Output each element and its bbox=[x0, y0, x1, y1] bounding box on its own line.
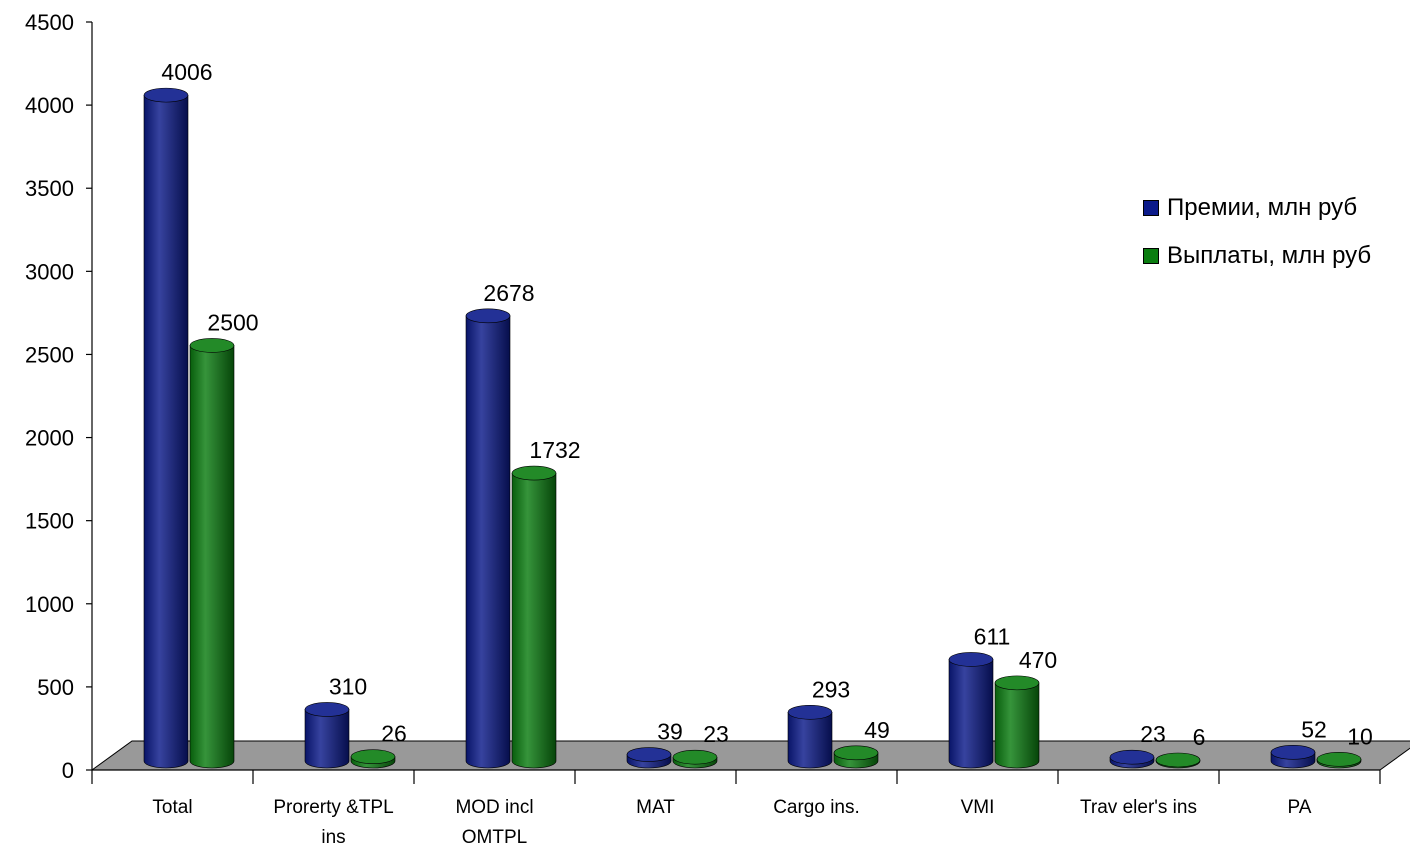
data-label: 293 bbox=[812, 676, 850, 702]
y-tick-label: 1500 bbox=[25, 509, 74, 534]
bar-premiums-top bbox=[787, 704, 833, 720]
data-label: 2678 bbox=[483, 280, 534, 306]
bar-premiums-top bbox=[1270, 745, 1316, 760]
bar-premiums-top bbox=[626, 747, 672, 762]
legend-item-payouts: Выплаты, млн руб bbox=[1143, 242, 1372, 269]
legend-label-payouts: Выплаты, млн руб bbox=[1167, 242, 1372, 269]
bar-payouts-top bbox=[189, 338, 235, 353]
legend-swatch-payouts bbox=[1143, 248, 1159, 264]
data-label: 39 bbox=[657, 719, 683, 745]
bar-payouts-top bbox=[994, 675, 1040, 691]
data-label: 6 bbox=[1193, 724, 1206, 750]
y-tick-label: 4000 bbox=[25, 93, 74, 118]
bar-payouts-top bbox=[511, 465, 557, 481]
bar-payouts-top bbox=[1316, 752, 1362, 767]
chart-floor bbox=[90, 740, 1410, 771]
category-label: MAT bbox=[636, 797, 675, 818]
data-label: 26 bbox=[381, 721, 407, 747]
bar-premiums-top bbox=[465, 308, 511, 324]
y-tick-label: 3000 bbox=[25, 259, 74, 284]
y-tick-label: 2500 bbox=[25, 342, 74, 367]
y-tick-label: 4500 bbox=[25, 10, 74, 35]
bar-premiums-top bbox=[304, 702, 350, 717]
data-label: 10 bbox=[1347, 723, 1373, 749]
y-tick-label: 2000 bbox=[25, 426, 74, 451]
bar-premiums bbox=[304, 709, 350, 769]
category-label: Cargo ins. bbox=[773, 797, 860, 818]
data-label: 52 bbox=[1301, 716, 1327, 742]
bar-premiums-top bbox=[1109, 749, 1155, 765]
bar-payouts bbox=[994, 682, 1040, 769]
category-label: MOD incl OMTPL bbox=[455, 797, 533, 848]
legend-item-premiums: Премии, млн руб bbox=[1143, 194, 1371, 221]
legend-swatch-premiums bbox=[1143, 200, 1159, 216]
data-label: 23 bbox=[703, 721, 729, 747]
category-label: PA bbox=[1288, 797, 1312, 818]
bar-premiums bbox=[465, 315, 511, 769]
data-label: 611 bbox=[974, 623, 1011, 649]
bar-premiums bbox=[787, 711, 833, 769]
bar-premiums bbox=[948, 659, 994, 769]
bar-payouts bbox=[189, 345, 235, 769]
bar-premiums-top bbox=[948, 652, 994, 667]
category-label: Trav eler's ins bbox=[1080, 797, 1197, 818]
data-label: 1732 bbox=[529, 437, 580, 463]
data-label: 310 bbox=[329, 673, 367, 699]
category-label: Prorerty &TPL ins bbox=[273, 797, 393, 848]
bar-premiums-top bbox=[143, 87, 189, 103]
data-label: 2500 bbox=[207, 309, 258, 335]
category-label: Total bbox=[152, 797, 192, 818]
bar-payouts-top bbox=[833, 745, 879, 761]
y-tick-label: 500 bbox=[37, 675, 74, 700]
bar-premiums bbox=[143, 94, 189, 769]
y-tick-label: 0 bbox=[62, 758, 74, 783]
data-label: 470 bbox=[1019, 647, 1057, 673]
category-label: VMI bbox=[961, 797, 995, 818]
bar-payouts-top bbox=[672, 749, 718, 765]
data-label: 49 bbox=[864, 717, 890, 743]
legend: Премии, млн руб Выплаты, млн руб bbox=[1143, 194, 1372, 292]
bar-payouts-top bbox=[350, 749, 396, 764]
y-tick-label: 1000 bbox=[25, 592, 74, 617]
legend-label-premiums: Премии, млн руб bbox=[1167, 194, 1358, 221]
y-tick-label: 3500 bbox=[25, 176, 74, 201]
bar-payouts-top bbox=[1155, 752, 1201, 768]
data-label: 4006 bbox=[161, 59, 212, 85]
bar-payouts bbox=[511, 472, 557, 769]
data-label: 23 bbox=[1140, 721, 1166, 747]
